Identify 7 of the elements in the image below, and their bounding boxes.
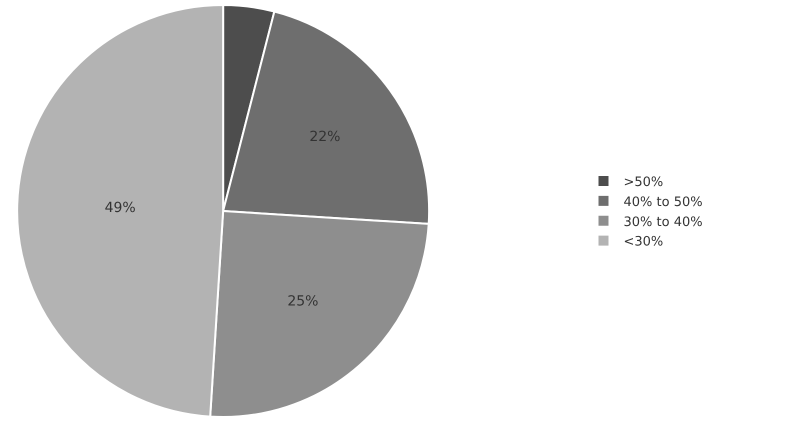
- legend-label: 40% to 50%: [624, 194, 703, 210]
- legend-label: <30%: [624, 234, 664, 250]
- data-label: 22%: [309, 129, 340, 146]
- legend-label: 30% to 40%: [624, 214, 703, 230]
- legend-label: >50%: [624, 175, 664, 190]
- data-label: 25%: [287, 294, 318, 310]
- data-label: 49%: [104, 200, 136, 216]
